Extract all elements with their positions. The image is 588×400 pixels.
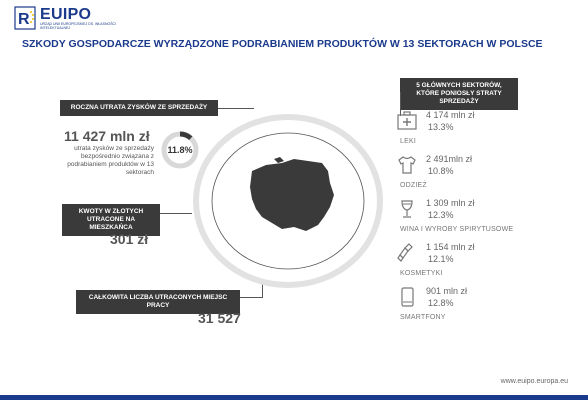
jobs-label: CAŁKOWITA LICZBA UTRACONYCH MIEJSC PRACY <box>76 290 240 314</box>
sector-item-kosmetyki: 1 154 mln zł 12.1% KOSMETYKI <box>396 242 546 284</box>
donut-arc <box>161 131 199 169</box>
donut-percent-label: 11.8% <box>167 145 193 155</box>
annual-loss-value: 11 427 mln zł <box>64 128 150 144</box>
sector-value: 1 154 mln zł <box>426 242 475 252</box>
sector-item-smartfony: 901 mln zł 12.8% SMARTFONY <box>396 286 546 328</box>
per-capita-connector <box>160 213 192 214</box>
euipo-logo: R EUIPO URZĄD UNII EUROPEJSKIEJ DS. WŁAS… <box>14 6 124 30</box>
first-aid-kit-icon <box>397 111 417 130</box>
wine-glass-icon <box>401 200 413 218</box>
sector-percent: 13.3% <box>428 122 454 132</box>
sector-percent: 12.1% <box>428 254 454 264</box>
jobs-value: 31 527 <box>198 310 241 326</box>
outer-ring <box>193 114 383 288</box>
sector-value: 2 491mln zł <box>426 154 473 164</box>
per-capita-value: 301 zł <box>110 231 149 247</box>
sector-percent: 10.8% <box>428 166 454 176</box>
sector-percent: 12.8% <box>428 298 454 308</box>
annual-loss-connector <box>218 108 254 109</box>
per-capita-label: KWOTY W ZŁOTYCH UTRACONE NA MIESZKAŃCA <box>62 204 160 236</box>
center-circle-graphic <box>193 114 383 288</box>
logo-subtitle: URZĄD UNII EUROPEJSKIEJ DS. WŁASNOŚCI IN… <box>40 22 117 30</box>
logo-name: EUIPO <box>40 6 92 23</box>
svg-text:R: R <box>18 11 30 28</box>
jobs-connector-v <box>262 284 263 298</box>
sector-name: ODZIEŻ <box>400 182 427 189</box>
sector-name: KOSMETYKI <box>400 270 443 277</box>
eu-stars-emblem-icon: R <box>14 6 36 30</box>
sector-value: 1 309 mln zł <box>426 198 475 208</box>
sector-value: 901 mln zł <box>426 286 468 296</box>
sector-item-wina: 1 309 mln zł 12.3% WINA I WYROBY SPIRYTU… <box>396 198 546 240</box>
sector-name: SMARTFONY <box>400 314 446 321</box>
annual-loss-description: utrata zysków ze sprzedaży bezpośrednio … <box>67 145 154 176</box>
inner-ring <box>211 132 365 270</box>
sector-name: WINA I WYROBY SPIRYTUSOWE <box>400 226 514 233</box>
smartphone-icon <box>401 287 414 307</box>
sectors-label: 5 GŁÓWNYCH SEKTORÓW, KTÓRE PONIOSŁY STRA… <box>400 78 518 110</box>
sector-item-odziez: 2 491mln zł 10.8% ODZIEŻ <box>396 154 546 196</box>
tshirt-icon <box>398 156 416 174</box>
poland-map-icon <box>250 157 334 231</box>
sector-name: LEKI <box>400 138 416 145</box>
footer-link[interactable]: www.euipo.europa.eu <box>500 378 568 385</box>
annual-loss-label: ROCZNA UTRATA ZYSKÓW ZE SPRZEDAŻY <box>60 100 218 116</box>
sectors-connector-v <box>400 92 401 116</box>
sector-value: 4 174 mln zł <box>426 110 475 120</box>
sector-percent: 12.3% <box>428 210 454 220</box>
jobs-connector-h <box>240 297 262 298</box>
annual-loss-donut <box>161 131 199 169</box>
page-title: SZKODY GOSPODARCZE WYRZĄDZONE PODRABIANI… <box>22 38 543 50</box>
lipstick-icon <box>397 243 413 262</box>
sector-item-leki: 4 174 mln zł 13.3% LEKI <box>396 110 546 152</box>
bottom-bar <box>0 395 588 400</box>
